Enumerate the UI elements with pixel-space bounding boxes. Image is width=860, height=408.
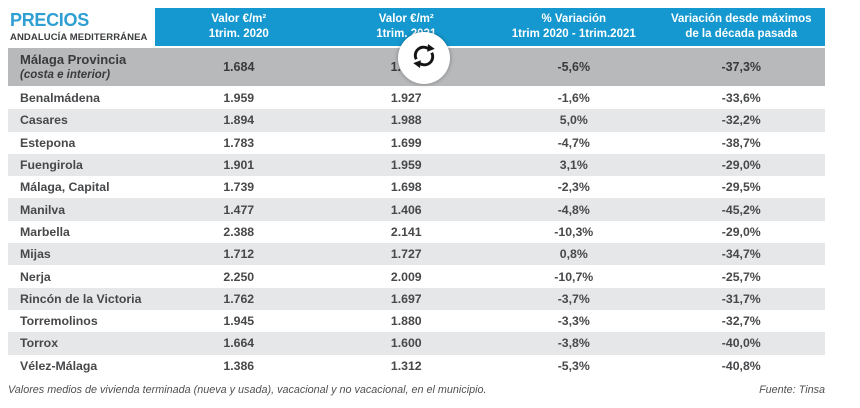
table-row: Benalmádena 1.959 1.927 -1,6% -33,6% [8,87,825,110]
value-2020: 1.762 [223,291,255,306]
table-row: Torrox 1.664 1.600 -3,8% -40,0% [8,332,825,355]
variation-pct: -1,6% [557,91,590,106]
summary-name: Málaga Provincia (costa e interior) [8,52,155,83]
municipality-name: Casares [20,113,68,128]
value-2020: 2.250 [223,269,255,284]
value-2021: 1.988 [390,113,422,128]
value-2020: 1.894 [223,113,255,128]
value-2020: 1.739 [223,180,255,195]
value-2020: 1.945 [223,314,255,329]
value-2020: 2.388 [223,224,255,239]
variation-decade-pct: -38,7% [721,135,761,150]
table-row: Estepona 1.783 1.699 -4,7% -38,7% [8,131,825,154]
value-2021: 1.959 [390,158,422,173]
value-2021: 1.699 [390,135,422,150]
table-footer: Valores medios de vivienda terminada (nu… [8,384,825,396]
table-row: Marbella 2.388 2.141 -10,3% -29,0% [8,220,825,244]
municipality-name: Vélez-Málaga [20,358,98,373]
table-row: Fuengirola 1.901 1.959 3,1% -29,0% [8,153,825,177]
table-row: Málaga, Capital 1.739 1.698 -2,3% -29,5% [8,176,825,199]
variation-decade-pct: -31,7% [721,291,761,306]
table-header: PRECIOS ANDALUCÍA MEDITERRÁNEA Valor €/m… [8,8,825,46]
table-row: Casares 1.894 1.988 5,0% -32,2% [8,109,825,132]
variation-pct: 3,1% [559,158,588,173]
table-row: Torremolinos 1.945 1.880 -3,3% -32,7% [8,309,825,333]
variation-pct: -2,3% [557,180,590,195]
variation-decade-pct: -29,0% [721,224,761,239]
variation-pct: -4,7% [557,135,590,150]
page-subtitle: ANDALUCÍA MEDITERRÁNEA [10,32,148,43]
value-2020: 1.664 [223,336,255,351]
variation-decade-pct: -29,5% [721,180,761,195]
variation-decade-pct: -45,2% [721,202,761,217]
variation-decade-pct: -25,7% [721,269,761,284]
variation-decade-pct: -40,0% [721,336,761,351]
value-2021: 1.880 [390,314,422,329]
variation-pct: -3,8% [557,336,590,351]
table-row: Manilva 1.477 1.406 -4,8% -45,2% [8,198,825,221]
col-header-variacion: % Variación 1trim 2020 - 1trim.2021 [511,13,636,40]
summary-variation-decade-pct: -37,3% [721,60,762,74]
variation-pct: 5,0% [559,113,588,128]
summary-name-note: (costa e interior) [20,68,111,81]
municipality-name: Nerja [20,269,51,284]
municipality-name: Fuengirola [20,158,83,173]
value-2020: 1.386 [223,358,255,373]
value-2021: 1.312 [390,358,422,373]
col-header-variacion-decada: Variación desde máximos de la década pas… [670,13,812,40]
table-row: Mijas 1.712 1.727 0,8% -34,7% [8,243,825,266]
municipality-name: Estepona [20,135,76,150]
variation-decade-pct: -29,0% [721,158,761,173]
table-row: Rincón de la Victoria 1.762 1.697 -3,7% … [8,287,825,310]
municipality-name: Mijas [20,247,51,262]
variation-pct: -5,3% [557,358,590,373]
value-2021: 1.698 [390,180,422,195]
variation-pct: -10,3% [554,224,594,239]
variation-pct: -3,3% [557,314,590,329]
col-header-valor-2020: Valor €/m² 1trim. 2020 [208,13,269,40]
municipality-name: Torrox [20,336,59,351]
value-2020: 1.712 [223,247,255,262]
value-2021: 1.697 [390,291,422,306]
variation-pct: 0,8% [559,247,588,262]
refresh-spinner[interactable] [398,32,450,84]
table-row: Vélez-Málaga 1.386 1.312 -5,3% -40,8% [8,354,825,377]
value-2021: 1.406 [390,202,422,217]
page-title: PRECIOS [10,10,89,30]
municipality-name: Rincón de la Victoria [20,291,142,306]
variation-decade-pct: -32,7% [721,314,761,329]
variation-pct: -10,7% [554,269,594,284]
value-2021: 1.927 [390,91,422,106]
variation-decade-pct: -32,2% [721,113,761,128]
footnote: Valores medios de vivienda terminada (nu… [8,383,487,396]
value-2020: 1.901 [223,158,255,173]
refresh-icon [409,41,439,76]
variation-decade-pct: -40,8% [721,358,761,373]
municipality-name: Málaga, Capital [20,180,110,195]
title-block: PRECIOS ANDALUCÍA MEDITERRÁNEA [8,8,155,46]
source-credit: Fuente: Tinsa [759,383,825,396]
value-2021: 1.727 [390,247,422,262]
summary-value-2020: 1.684 [223,60,255,74]
variation-pct: -3,7% [557,291,590,306]
variation-decade-pct: -34,7% [721,247,761,262]
value-2020: 1.477 [223,202,255,217]
table-row: Nerja 2.250 2.009 -10,7% -25,7% [8,265,825,288]
municipality-name: Marbella [20,224,70,239]
variation-pct: -4,8% [557,202,590,217]
municipality-name: Manilva [20,202,66,217]
municipality-name: Benalmádena [20,91,100,106]
summary-variation-pct: -5,6% [557,60,591,74]
value-2020: 1.783 [223,135,255,150]
price-table: PRECIOS ANDALUCÍA MEDITERRÁNEA Valor €/m… [8,8,825,396]
column-headers: Valor €/m² 1trim. 2020 Valor €/m² 1trim.… [155,8,825,46]
variation-decade-pct: -33,6% [721,91,761,106]
value-2021: 2.141 [390,224,422,239]
value-2021: 1.600 [390,336,422,351]
value-2020: 1.959 [223,91,255,106]
municipality-name: Torremolinos [20,314,98,329]
value-2021: 2.009 [390,269,422,284]
table-body: Benalmádena 1.959 1.927 -1,6% -33,6% Cas… [8,87,825,377]
